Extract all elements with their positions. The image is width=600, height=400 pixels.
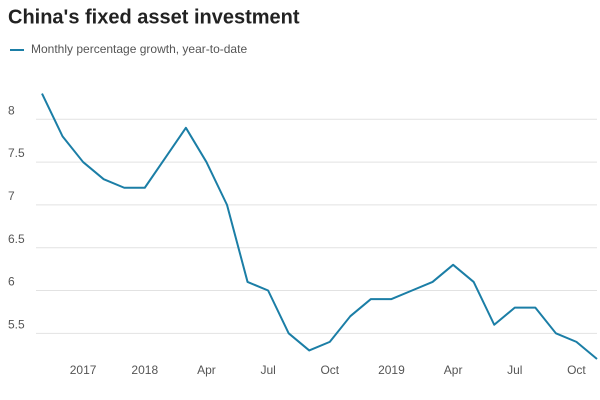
y-tick-label: 5.5 <box>8 317 25 331</box>
legend-label: Monthly percentage growth, year-to-date <box>31 42 247 56</box>
x-tick-label: 2017 <box>70 363 97 377</box>
y-tick-label: 7 <box>8 189 15 203</box>
line <box>41 93 598 360</box>
y-tick-label: 7.5 <box>8 146 25 160</box>
x-tick-label: Oct <box>567 363 586 377</box>
x-tick-label: Jul <box>260 363 275 377</box>
y-tick-label: 8 <box>8 103 15 117</box>
x-tick-label: Jul <box>507 363 522 377</box>
x-tick-label: Apr <box>197 363 216 377</box>
x-tick-label: 2019 <box>378 363 405 377</box>
y-tick-label: 6.5 <box>8 232 25 246</box>
chart-title: China's fixed asset investment <box>8 6 300 28</box>
x-tick-label: Oct <box>320 363 339 377</box>
y-tick-label: 6 <box>8 275 15 289</box>
x-tick-label: 2018 <box>131 363 158 377</box>
x-tick-label: Apr <box>444 363 463 377</box>
